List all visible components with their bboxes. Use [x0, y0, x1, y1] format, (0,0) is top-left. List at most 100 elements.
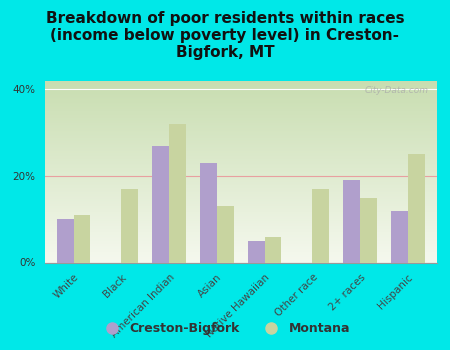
Bar	[45, 241, 436, 243]
Bar	[45, 131, 436, 132]
Bar	[45, 132, 436, 133]
Bar	[45, 185, 436, 186]
Bar	[45, 166, 436, 167]
Bar	[45, 115, 436, 116]
Bar	[45, 98, 436, 99]
Bar	[45, 117, 436, 118]
Bar	[45, 228, 436, 229]
Bar	[45, 114, 436, 115]
Bar	[45, 127, 436, 128]
Bar	[45, 105, 436, 106]
Bar	[45, 154, 436, 155]
Bar	[45, 236, 436, 237]
Bar	[45, 217, 436, 218]
Bar	[45, 246, 436, 247]
Bar	[45, 99, 436, 100]
Bar	[45, 152, 436, 153]
Bar	[45, 124, 436, 125]
Bar	[45, 83, 436, 84]
Bar	[45, 167, 436, 168]
Bar	[45, 125, 436, 126]
Bar	[45, 158, 436, 159]
Bar	[45, 216, 436, 217]
Legend: Creston-Bigfork, Montana: Creston-Bigfork, Montana	[94, 317, 356, 340]
Bar	[408, 154, 424, 262]
Bar	[45, 134, 436, 135]
Bar	[45, 96, 436, 97]
Bar	[45, 110, 436, 111]
Bar	[45, 108, 436, 109]
Bar	[45, 139, 436, 140]
Bar	[45, 91, 436, 92]
Bar	[45, 249, 436, 250]
Bar	[45, 146, 436, 147]
Bar	[45, 169, 436, 170]
Bar	[45, 85, 436, 86]
Bar	[45, 232, 436, 233]
Bar	[45, 173, 436, 174]
Bar	[45, 87, 436, 88]
Bar	[45, 138, 436, 139]
Bar	[45, 107, 436, 108]
Bar	[45, 182, 436, 183]
Bar	[45, 258, 436, 259]
Bar	[45, 135, 436, 136]
Bar	[45, 157, 436, 158]
Bar	[45, 150, 436, 152]
Bar	[45, 103, 436, 104]
Bar	[45, 194, 436, 195]
Bar	[45, 126, 436, 127]
Bar	[45, 206, 436, 207]
Bar	[45, 229, 436, 230]
Bar	[45, 175, 436, 176]
Bar	[45, 244, 436, 245]
Bar	[45, 113, 436, 114]
Bar	[45, 243, 436, 244]
Bar	[45, 227, 436, 228]
Bar	[45, 122, 436, 123]
Bar	[45, 133, 436, 134]
Bar	[45, 183, 436, 184]
Bar	[45, 234, 436, 235]
Bar	[45, 142, 436, 143]
Bar	[45, 248, 436, 249]
Bar	[45, 195, 436, 196]
Bar	[45, 90, 436, 91]
Bar	[45, 163, 436, 164]
Bar	[45, 172, 436, 173]
Bar	[45, 245, 436, 246]
Bar	[45, 240, 436, 241]
Bar	[45, 180, 436, 181]
Bar	[45, 136, 436, 137]
Bar	[45, 177, 436, 178]
Bar	[45, 174, 436, 175]
Bar	[45, 123, 436, 124]
Bar	[45, 82, 436, 83]
Bar	[45, 189, 436, 190]
Bar	[45, 252, 436, 253]
Bar	[45, 88, 436, 89]
Bar	[45, 184, 436, 185]
Bar	[45, 186, 436, 187]
Bar	[45, 84, 436, 85]
Bar	[343, 180, 360, 262]
Bar	[45, 235, 436, 236]
Bar	[45, 130, 436, 131]
Bar	[45, 100, 436, 101]
Bar	[45, 148, 436, 149]
Bar	[45, 222, 436, 223]
Bar	[45, 93, 436, 94]
Bar	[45, 208, 436, 209]
Bar	[45, 120, 436, 121]
Bar	[153, 146, 169, 262]
Bar	[45, 210, 436, 211]
Bar	[45, 147, 436, 148]
Bar	[45, 164, 436, 165]
Bar	[312, 189, 329, 262]
Bar	[45, 159, 436, 160]
Bar	[200, 163, 217, 262]
Bar	[45, 178, 436, 179]
Bar	[45, 95, 436, 96]
Bar	[45, 205, 436, 206]
Bar	[265, 237, 281, 262]
